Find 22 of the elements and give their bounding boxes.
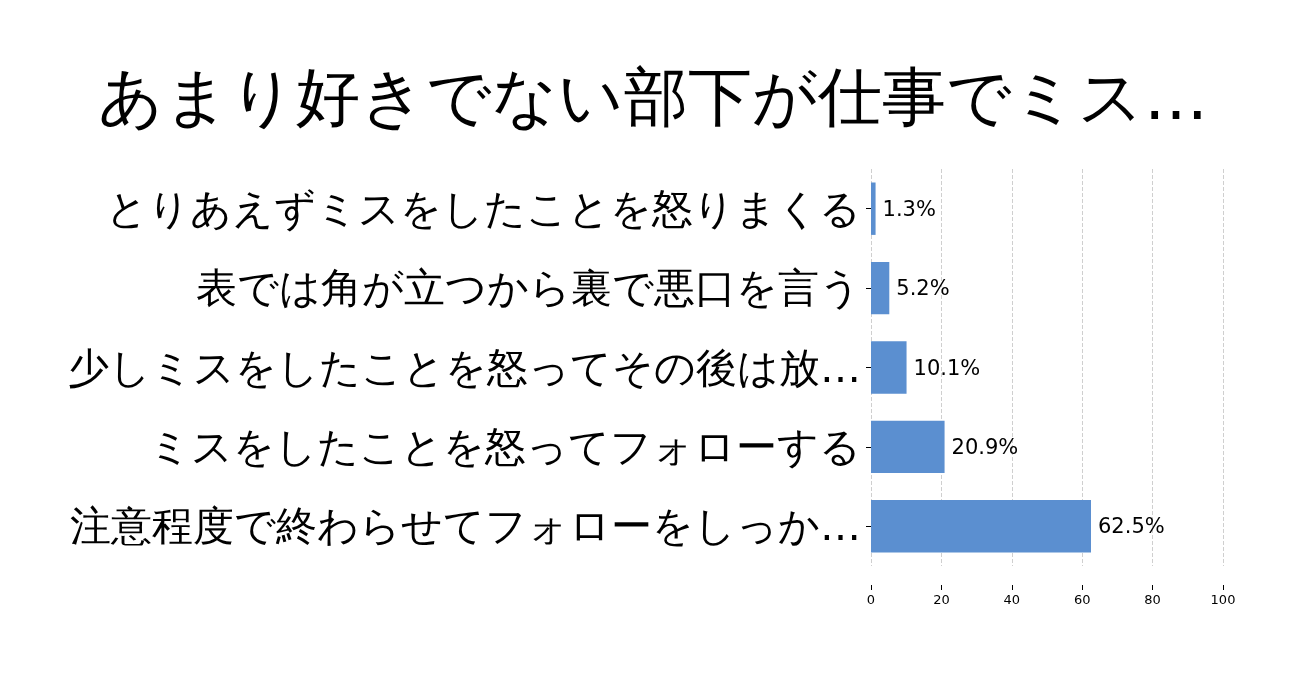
- x-tick-label: 40: [1003, 592, 1021, 607]
- data-label: 1.3%: [882, 196, 936, 221]
- x-tick-label: 80: [1144, 592, 1161, 607]
- y-tick-label: ミスをしたことを怒ってフォローする: [149, 422, 861, 471]
- x-tick-label: 100: [1210, 592, 1236, 607]
- y-tick-label: 表では角が立つから裏で悪口を言う: [196, 264, 861, 313]
- data-label: 5.2%: [896, 276, 950, 301]
- y-tick-label: 少しミスをしたことを怒ってその後は放…: [68, 343, 861, 392]
- y-tick-label: とりあえずミスをしたことを怒りまくる: [106, 184, 861, 233]
- y-tick-label: 注意程度で終わらせてフォローをしっか…: [70, 502, 861, 551]
- chart-title: あまり好きでない部下が仕事でミス…: [98, 60, 1208, 134]
- x-tick-label: 20: [933, 592, 950, 607]
- x-tick-label: 60: [1073, 592, 1091, 607]
- bar: [871, 182, 876, 235]
- data-label: 10.1%: [913, 355, 981, 380]
- bar: [871, 500, 1091, 553]
- data-label: 62.5%: [1098, 514, 1165, 539]
- bar: [871, 261, 890, 315]
- bar: [871, 420, 945, 474]
- data-label: 20.9%: [951, 434, 1019, 459]
- x-tick-label: 0: [866, 592, 876, 607]
- bar: [871, 341, 907, 394]
